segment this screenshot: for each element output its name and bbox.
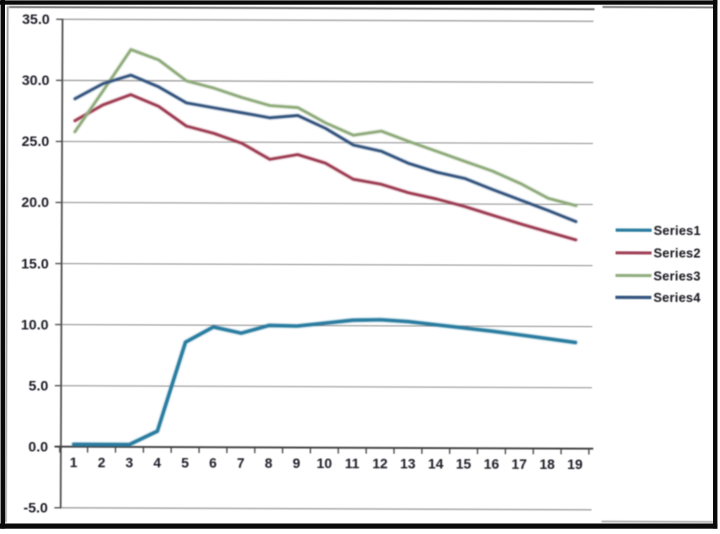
- svg-text:3: 3: [125, 456, 133, 471]
- svg-text:5.0: 5.0: [29, 378, 49, 394]
- svg-text:-5.0: -5.0: [23, 500, 48, 516]
- svg-text:5: 5: [181, 456, 189, 471]
- svg-text:2: 2: [98, 455, 106, 470]
- svg-text:10.0: 10.0: [21, 317, 49, 333]
- svg-text:11: 11: [345, 456, 360, 471]
- svg-text:4: 4: [153, 456, 161, 471]
- svg-text:Series1: Series1: [654, 223, 701, 238]
- svg-text:10: 10: [317, 456, 333, 471]
- svg-text:35.0: 35.0: [22, 12, 50, 28]
- svg-text:Series4: Series4: [653, 290, 701, 305]
- svg-text:Series3: Series3: [653, 268, 700, 283]
- svg-text:17: 17: [512, 457, 528, 472]
- svg-text:15: 15: [456, 457, 472, 472]
- svg-text:14: 14: [428, 457, 444, 472]
- svg-text:8: 8: [265, 456, 273, 471]
- svg-text:19: 19: [567, 457, 583, 472]
- svg-text:0.0: 0.0: [28, 439, 48, 455]
- svg-text:15.0: 15.0: [21, 256, 49, 272]
- svg-text:12: 12: [372, 456, 388, 471]
- svg-text:Series2: Series2: [654, 246, 701, 261]
- svg-text:16: 16: [484, 457, 500, 472]
- svg-text:18: 18: [539, 457, 555, 472]
- svg-text:6: 6: [209, 456, 217, 471]
- svg-text:9: 9: [293, 456, 301, 471]
- svg-text:13: 13: [400, 457, 416, 472]
- svg-text:25.0: 25.0: [22, 134, 50, 150]
- svg-text:7: 7: [237, 456, 245, 471]
- svg-text:30.0: 30.0: [22, 73, 50, 89]
- svg-text:20.0: 20.0: [21, 195, 49, 211]
- svg-text:1: 1: [70, 455, 78, 470]
